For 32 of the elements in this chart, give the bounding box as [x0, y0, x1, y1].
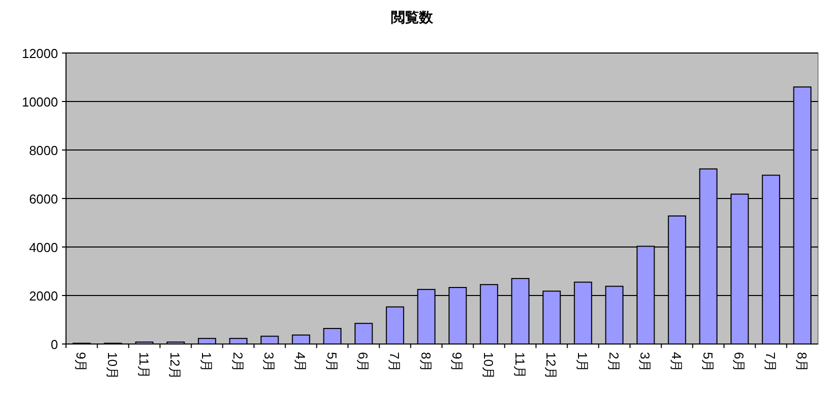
x-tick-label: 8月 — [418, 352, 434, 372]
x-tick-label: 4月 — [293, 352, 308, 372]
x-tick-label: 2月 — [230, 352, 246, 372]
chart-title: 閲覧数 — [391, 9, 434, 25]
y-tick-label: 6000 — [29, 192, 58, 206]
y-tick-label: 4000 — [29, 240, 58, 255]
x-tick-label: 6月 — [732, 352, 747, 372]
x-tick-label: 3月 — [638, 352, 653, 372]
x-tick-label: 6月 — [356, 352, 371, 372]
x-tick-label: 5月 — [324, 352, 340, 372]
y-tick-label: 10000 — [22, 94, 58, 110]
y-tick-label: 0 — [50, 337, 58, 352]
x-tick-label: 7月 — [763, 352, 778, 372]
x-tick-label: 12月 — [544, 352, 559, 380]
x-tick-label: 1月 — [199, 352, 214, 372]
x-tick-label: 9月 — [74, 352, 89, 372]
x-tick-label: 10月 — [105, 352, 120, 380]
x-tick-label: 12月 — [168, 352, 183, 380]
x-tick-label: 8月 — [794, 352, 810, 372]
x-tick-label: 3月 — [262, 352, 277, 372]
x-tick-label: 2月 — [606, 352, 622, 372]
y-tick-label: 8000 — [29, 143, 58, 158]
x-tick-label: 11月 — [136, 352, 152, 378]
y-tick-label: 12000 — [22, 46, 58, 61]
x-tick-label: 5月 — [700, 352, 716, 372]
x-tick-label: 10月 — [481, 352, 496, 380]
x-tick-label: 4月 — [669, 352, 684, 372]
x-tick-label: 1月 — [575, 352, 590, 372]
x-tick-label: 7月 — [387, 352, 402, 372]
x-tick-label: 9月 — [450, 352, 465, 372]
x-tick-label: 11月 — [512, 352, 528, 378]
y-tick-label: 2000 — [29, 288, 58, 304]
